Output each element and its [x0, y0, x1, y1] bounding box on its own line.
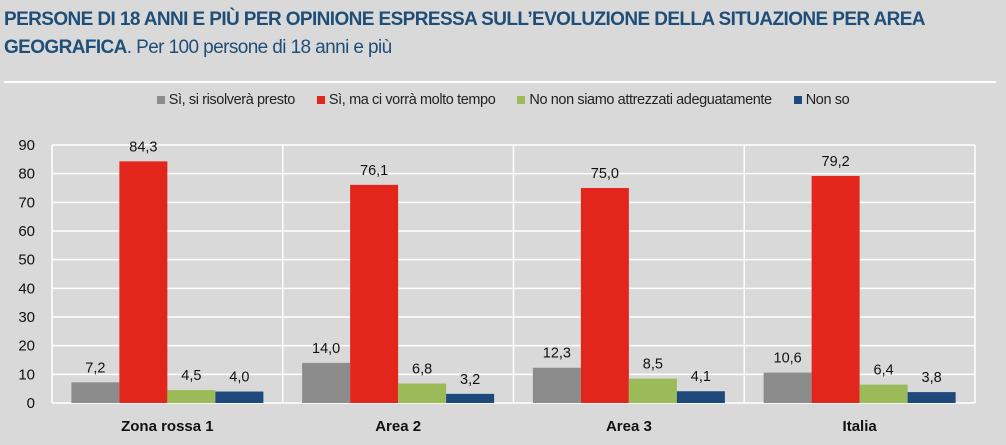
bar-1 — [580, 188, 629, 403]
bar-3 — [215, 391, 264, 403]
bar-0 — [71, 382, 120, 403]
bar-3 — [907, 392, 956, 403]
bar-2 — [167, 390, 216, 403]
bar-3 — [676, 391, 725, 403]
bar-2 — [628, 378, 677, 403]
legend-swatch — [793, 96, 802, 104]
title-bold: PERSONE DI 18 ANNI E PIÙ PER OPINIONE ES… — [4, 9, 925, 58]
bar-1 — [811, 175, 860, 403]
data-label: 10,6 — [774, 351, 802, 367]
legend-item: Sì, si risolverà presto — [156, 92, 296, 108]
y-tick-label: 90 — [18, 137, 35, 154]
bar-1 — [350, 184, 399, 403]
legend: Sì, si risolverà presto Sì, ma ci vorrà m… — [0, 92, 1006, 108]
x-category-label: Italia — [843, 418, 878, 435]
bar-3 — [446, 393, 495, 403]
y-tick-label: 50 — [18, 252, 35, 269]
x-category-label: Zona rossa 1 — [121, 418, 214, 435]
data-label: 84,3 — [129, 139, 157, 155]
y-tick-label: 0 — [27, 395, 35, 412]
y-tick-label: 10 — [18, 366, 35, 383]
bar-2 — [859, 384, 908, 403]
data-label: 79,2 — [822, 154, 850, 170]
data-label: 14,0 — [312, 341, 340, 357]
title-subtitle: . Per 100 persone di 18 anni e più — [126, 37, 392, 58]
data-label: 75,0 — [591, 166, 619, 182]
legend-swatch — [316, 96, 325, 104]
bar-0 — [302, 362, 351, 403]
data-label: 3,8 — [922, 370, 942, 386]
bar-0 — [532, 367, 581, 403]
legend-swatch — [517, 96, 526, 104]
data-label: 3,2 — [460, 372, 480, 388]
data-label: 4,5 — [181, 368, 201, 384]
x-category-label: Area 3 — [606, 418, 652, 435]
divider — [4, 81, 996, 83]
y-tick-label: 40 — [18, 280, 35, 297]
y-tick-label: 30 — [18, 309, 35, 326]
y-tick-label: 70 — [18, 194, 35, 211]
data-label: 76,1 — [360, 163, 388, 179]
data-label: 4,0 — [229, 370, 249, 386]
legend-item: No non siamo attrezzati adeguatamente — [517, 92, 772, 108]
y-tick-label: 20 — [18, 338, 35, 355]
data-label: 4,1 — [691, 369, 711, 385]
legend-label: Non so — [805, 92, 850, 108]
legend-label: No non siamo attrezzati adeguatamente — [529, 92, 772, 108]
data-label: 6,4 — [874, 363, 894, 379]
legend-item: Non so — [793, 92, 850, 108]
data-label: 7,2 — [85, 360, 105, 376]
y-tick-label: 60 — [18, 223, 35, 240]
data-label: 12,3 — [543, 346, 571, 362]
legend-label: Sì, si risolverà presto — [168, 92, 296, 108]
y-tick-label: 80 — [18, 166, 35, 183]
bar-1 — [119, 161, 168, 403]
data-label: 8,5 — [643, 357, 663, 373]
bar-0 — [763, 372, 812, 403]
bar-2 — [398, 383, 447, 403]
legend-item: Sì, ma ci vorrà molto tempo — [316, 92, 496, 108]
legend-label: Sì, ma ci vorrà molto tempo — [328, 92, 496, 108]
data-label: 6,8 — [412, 362, 432, 378]
x-category-label: Area 2 — [375, 418, 421, 435]
legend-swatch — [156, 96, 165, 104]
chart-title: PERSONE DI 18 ANNI E PIÙ PER OPINIONE ES… — [4, 6, 994, 62]
